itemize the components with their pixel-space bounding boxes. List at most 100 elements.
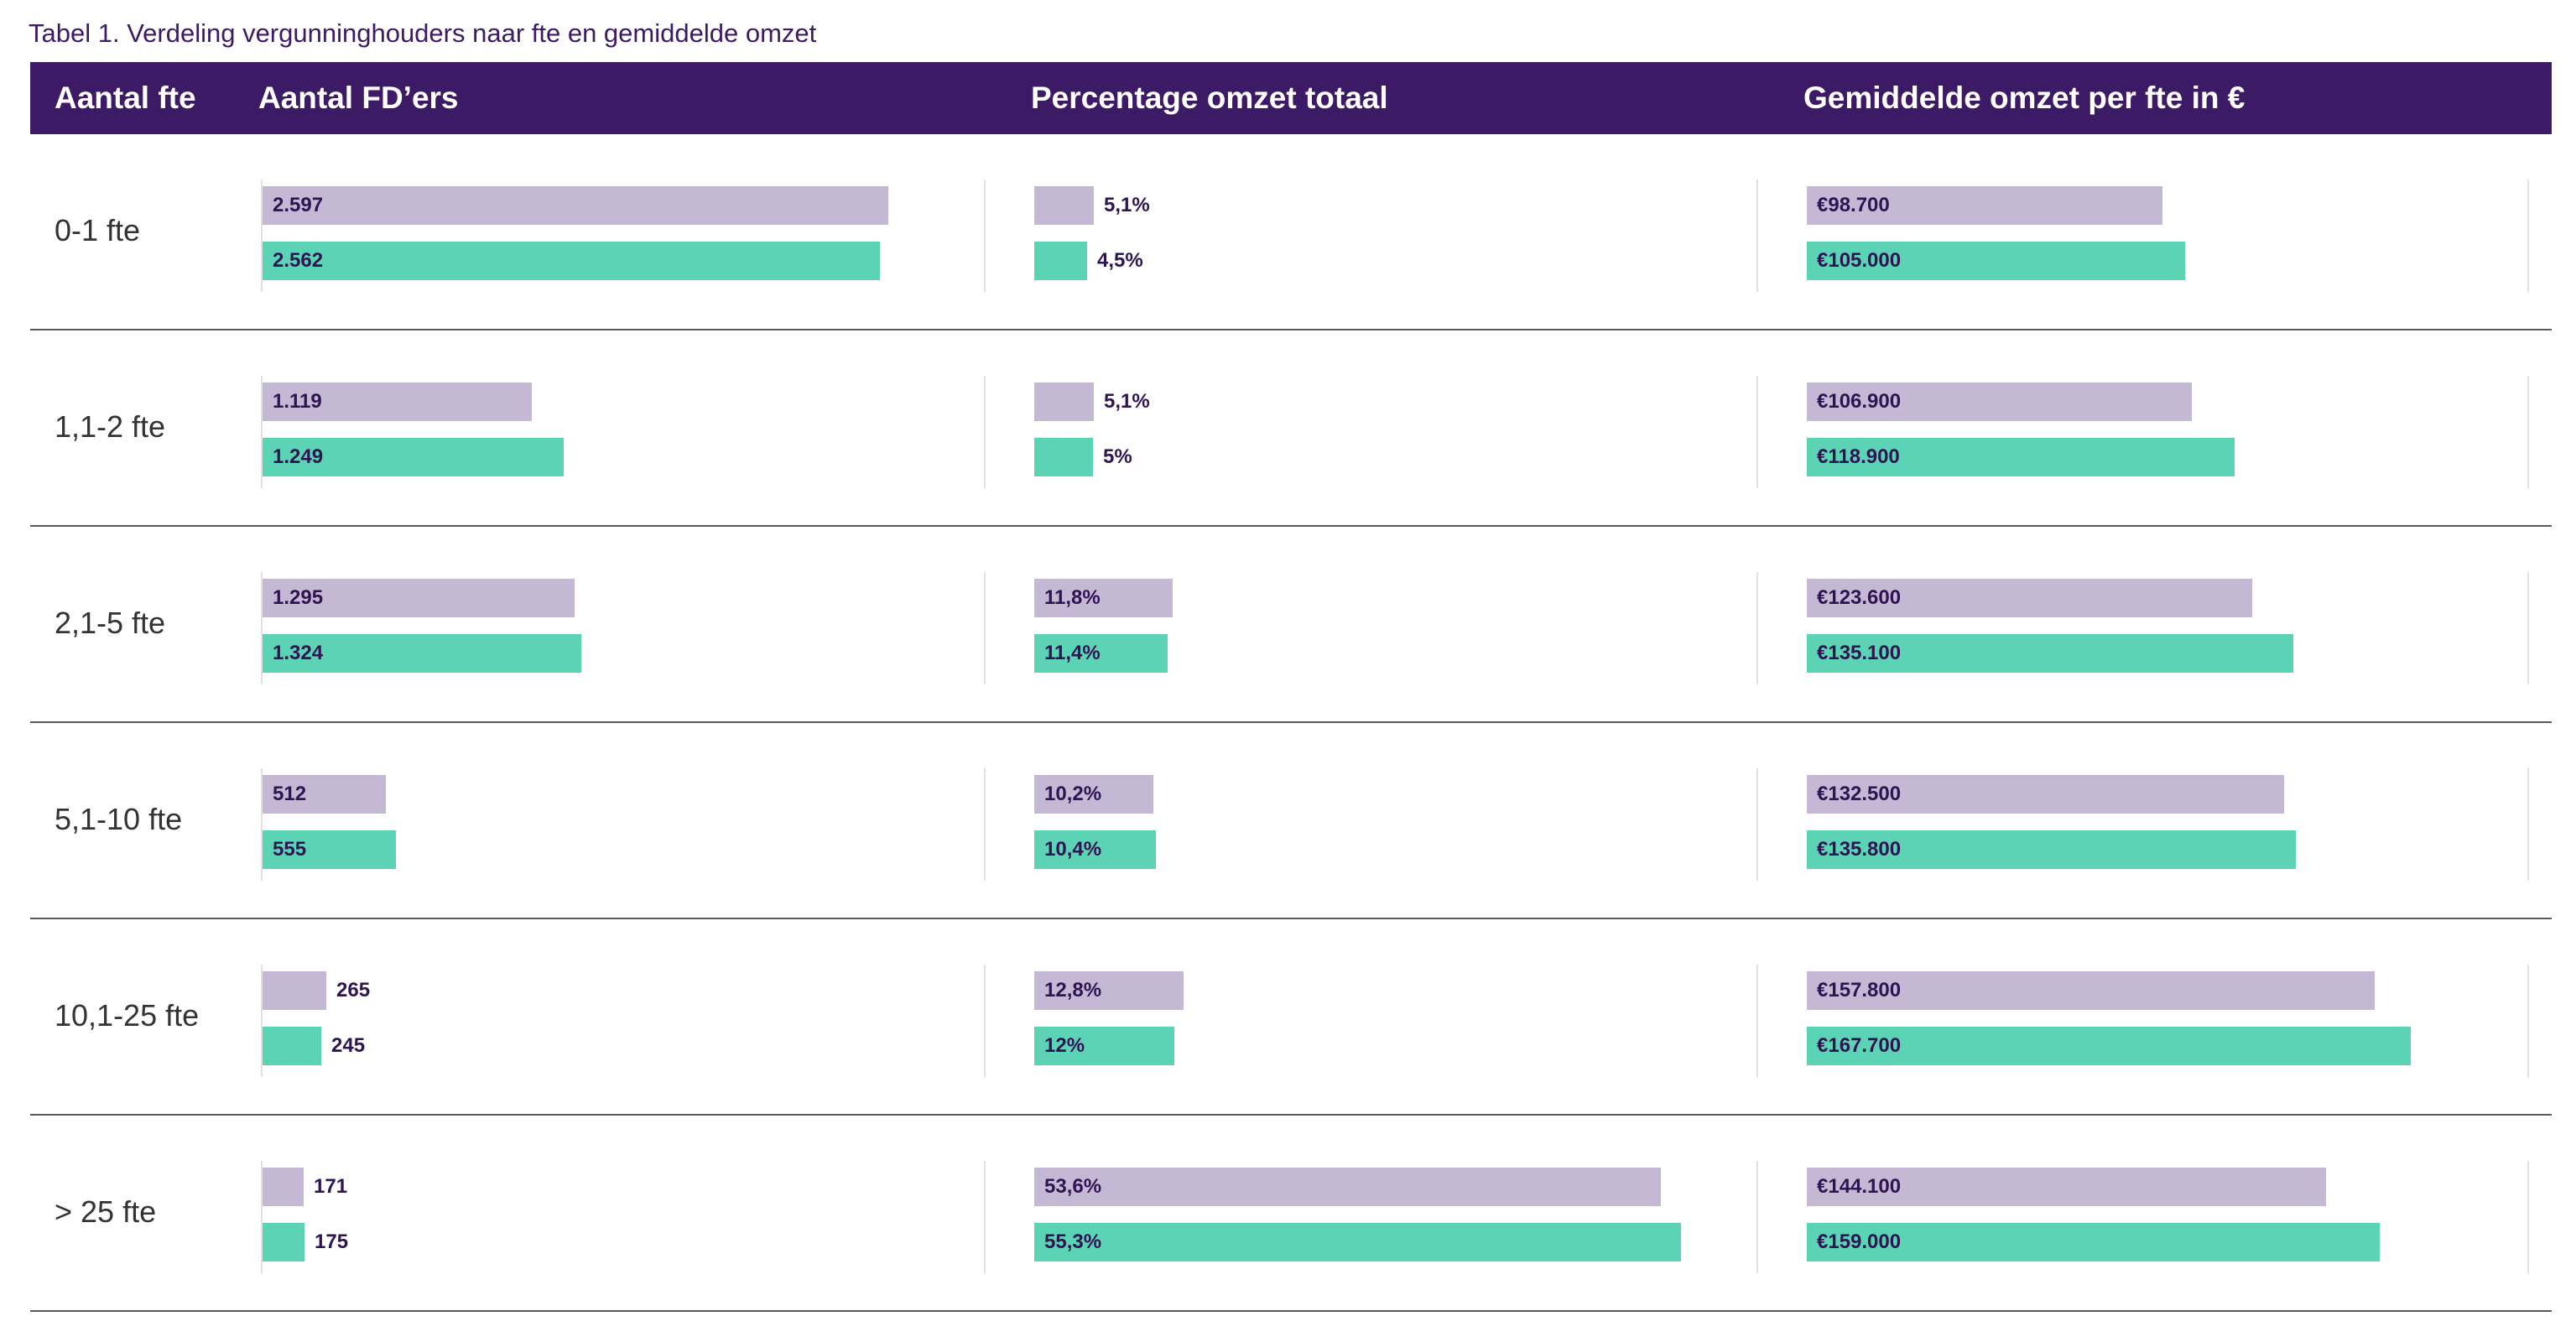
column-divider [1756,179,1758,292]
bar-avg-current [1807,634,2293,673]
header-percentage-omzet: Percentage omzet totaal [1031,81,1388,115]
bar-value-label: 245 [331,1034,366,1057]
bar-value-label: €132.500 [1817,783,1902,805]
row-label: 10,1-25 fte [55,998,200,1033]
bar-value-label: 2.597 [273,194,324,216]
bar-pct-previous [1034,186,1094,225]
column-divider [2527,572,2529,684]
bar-pct-previous [1034,775,1153,814]
bar-avg-previous [1807,382,2192,421]
bar-value-label: €118.900 [1817,445,1900,468]
bar-avg-current [1807,438,2235,476]
bar-value-label: 171 [314,1175,348,1198]
column-divider [2527,179,2529,292]
bar-value-label: 5,1% [1104,390,1150,413]
column-divider [2527,965,2529,1077]
bar-avg-previous [1807,186,2162,225]
bar-value-label: 1.249 [273,445,324,468]
bar-value-label: €106.900 [1817,390,1902,413]
column-divider [984,572,986,684]
column-divider [984,179,986,292]
bar-avg-current [1807,830,2296,869]
bar-pct-previous [1034,1168,1661,1206]
table-row: 10,1-25 fte 265 245 12,8% 12% €157.800 €167.70… [30,919,2552,1116]
header-aantal-fte: Aantal fte [55,81,196,115]
bar-value-label: €159.000 [1817,1230,1902,1253]
column-divider [261,1161,263,1273]
bar-value-label: 2.562 [273,249,324,272]
bar-value-label: €144.100 [1817,1175,1902,1198]
bar-fd-previous [263,579,575,617]
bar-value-label: 175 [315,1230,349,1253]
bar-value-label: €135.800 [1817,838,1902,861]
table-header: Aantal fte Aantal FD’ers Percentage omze… [30,62,2552,134]
column-divider [984,768,986,881]
bar-fd-current [263,634,581,673]
row-label: 1,1-2 fte [55,409,166,444]
header-aantal-fders: Aantal FD’ers [258,81,459,115]
column-divider [984,965,986,1077]
bar-value-label: €105.000 [1817,249,1902,272]
bar-pct-current [1034,830,1156,869]
bar-value-label: 1.324 [273,642,324,664]
bar-value-label: €157.800 [1817,979,1902,1001]
bar-avg-current [1807,1027,2411,1065]
bar-fd-previous [263,971,326,1010]
bar-value-label: 1.119 [273,390,322,413]
bar-pct-current [1034,1027,1174,1065]
bar-pct-previous [1034,579,1173,617]
column-divider [261,179,263,292]
bar-fd-current [263,242,880,280]
bar-value-label: 4,5% [1097,249,1143,272]
bar-pct-previous [1034,971,1184,1010]
row-label: 2,1-5 fte [55,606,166,640]
column-divider [261,376,263,488]
bar-value-label: €135.100 [1817,642,1902,664]
table-row: 2,1-5 fte 1.295 1.324 11,8% 11,4% €123.600 €13… [30,527,2552,723]
table-row: > 25 fte 171 175 53,6% 55,3% €144.100 €159.000 [30,1116,2552,1312]
bar-value-label: 555 [273,838,307,861]
bar-avg-previous [1807,775,2284,814]
bar-pct-previous [1034,382,1094,421]
bar-value-label: 10,4% [1044,838,1102,861]
column-divider [2527,376,2529,488]
bar-value-label: 10,2% [1044,783,1102,805]
table-row: 1,1-2 fte 1.119 1.249 5,1% 5% €106.900 €118.90… [30,330,2552,527]
column-divider [1756,965,1758,1077]
bar-pct-current [1034,242,1087,280]
bar-value-label: 5% [1103,445,1132,468]
column-divider [1756,1161,1758,1273]
bar-avg-previous [1807,971,2375,1010]
bar-value-label: 53,6% [1044,1175,1102,1198]
bar-fd-previous [263,186,888,225]
column-divider [1756,376,1758,488]
row-label: 0-1 fte [55,213,141,247]
bar-value-label: 265 [336,979,371,1001]
bar-fd-previous [263,382,532,421]
bar-avg-current [1807,1223,2380,1262]
column-divider [1756,768,1758,881]
bar-value-label: €167.700 [1817,1034,1902,1057]
bar-value-label: 11,4% [1044,642,1101,664]
table-row: 5,1-10 fte 512 555 10,2% 10,4% €132.500 €135.8… [30,723,2552,919]
column-divider [261,965,263,1077]
bar-value-label: 1.295 [273,586,324,609]
bar-value-label: 512 [273,783,307,805]
row-label: > 25 fte [55,1194,157,1229]
column-divider [1756,572,1758,684]
bar-avg-previous [1807,579,2252,617]
column-divider [2527,1161,2529,1273]
bar-fd-previous [263,775,386,814]
bar-fd-previous [263,1168,304,1206]
bar-avg-previous [1807,1168,2326,1206]
column-divider [984,1161,986,1273]
column-divider [984,376,986,488]
bar-value-label: 12% [1044,1034,1085,1057]
table-caption: Tabel 1. Verdeling vergunninghouders naa… [29,18,817,48]
row-label: 5,1-10 fte [55,802,183,836]
column-divider [261,768,263,881]
bar-value-label: 55,3% [1044,1230,1102,1253]
column-divider [261,572,263,684]
bar-fd-current [263,438,564,476]
column-divider [2527,768,2529,881]
